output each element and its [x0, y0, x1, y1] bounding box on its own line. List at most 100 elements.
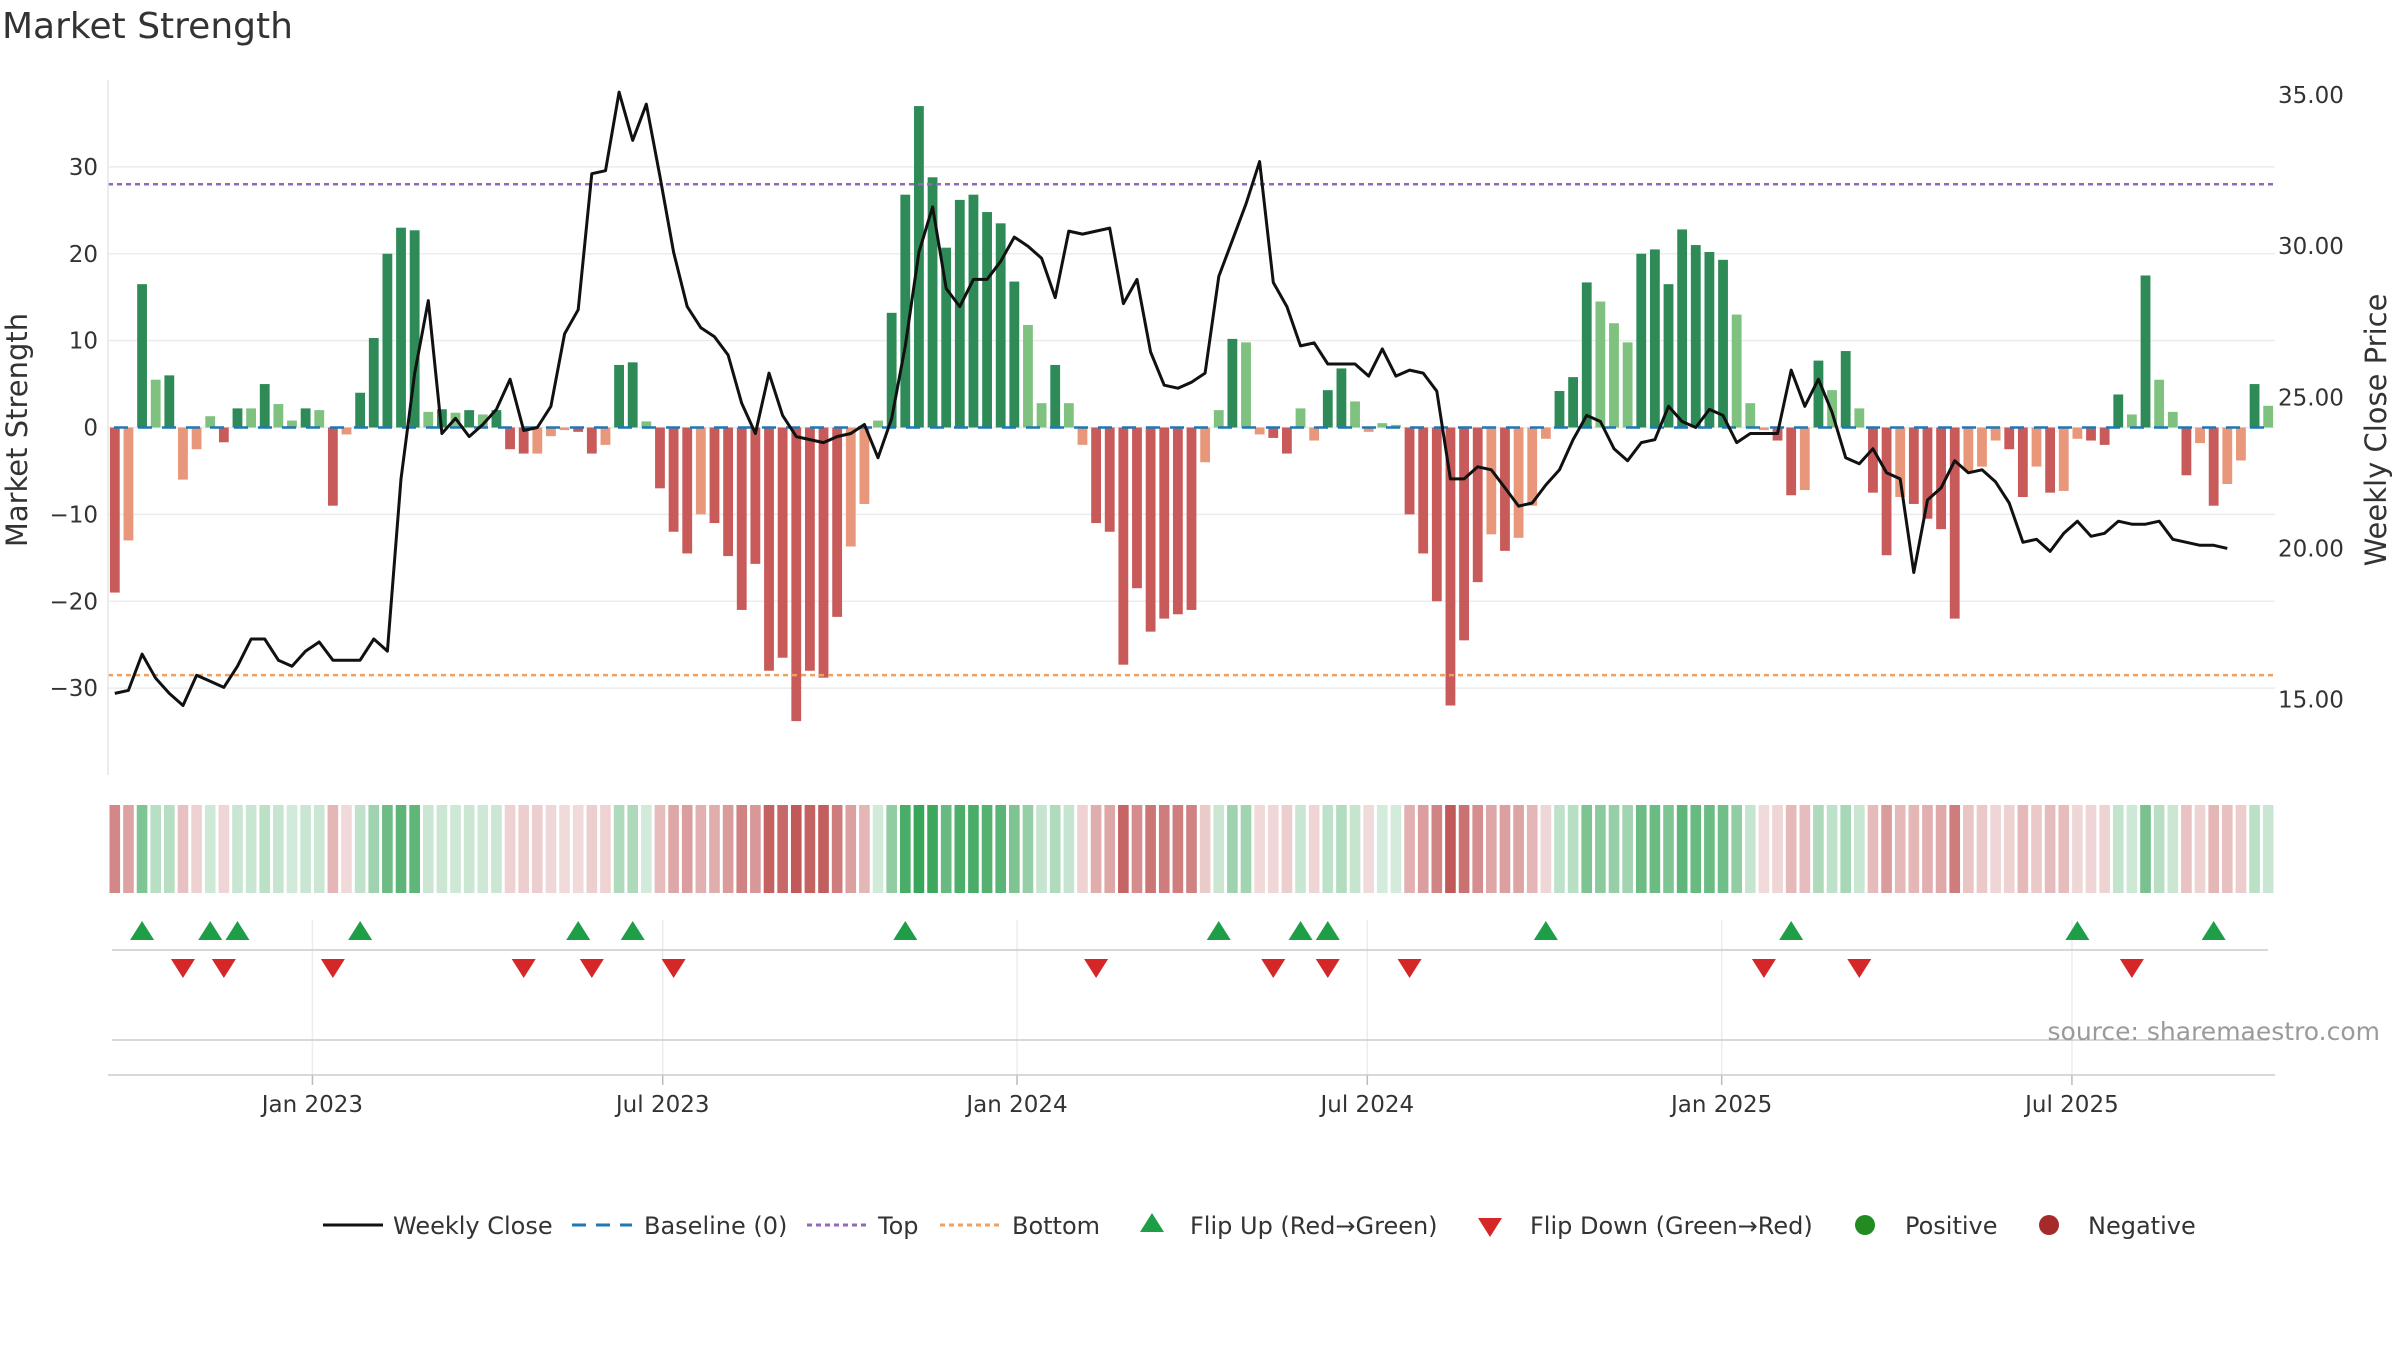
strip-cell — [2167, 805, 2179, 893]
strip-cell — [300, 805, 311, 893]
strength-bar — [1813, 360, 1824, 428]
strip-cell — [1186, 805, 1197, 893]
strength-bar — [845, 427, 856, 547]
strip-cell — [1499, 805, 1511, 893]
flip-down-marker — [661, 959, 686, 978]
x-tick-label: Jan 2025 — [1669, 1092, 1772, 1118]
strength-bar — [1745, 403, 1756, 428]
strip-cell — [1772, 805, 1783, 893]
flip-down-marker — [1751, 959, 1776, 978]
strip-cell — [790, 805, 802, 893]
strip-cell — [477, 805, 489, 893]
strength-bar — [1159, 427, 1170, 619]
strip-cell — [2153, 805, 2165, 893]
strip-cell — [409, 805, 420, 893]
strip-cell — [1894, 805, 1906, 893]
strip-cell — [436, 805, 448, 893]
strip-cell — [1881, 805, 1892, 893]
strength-bar — [1486, 427, 1497, 535]
flip-down-marker — [170, 959, 195, 978]
grid-layer — [108, 166, 2275, 1075]
strength-bar — [1881, 427, 1892, 556]
strip-cell — [504, 805, 516, 893]
strip-cell — [1704, 805, 1715, 893]
strength-bar — [655, 427, 665, 489]
strip-cell — [709, 805, 720, 893]
strip-cell — [2235, 805, 2247, 893]
strength-bar — [300, 408, 311, 428]
strength-bar — [2113, 394, 2124, 428]
strength-bar — [1200, 427, 1211, 463]
strip-cell — [1404, 805, 1415, 893]
strength-bar — [1690, 245, 1701, 428]
legend-flip-down-label: Flip Down (Green→Red) — [1530, 1212, 1813, 1240]
strength-bar — [2195, 427, 2205, 444]
strength-bar — [218, 427, 229, 443]
flip-up-marker — [1779, 921, 1804, 940]
strength-bar — [709, 427, 720, 524]
flip-down-marker — [579, 959, 604, 978]
strength-bar — [423, 411, 434, 428]
strip-cell — [2058, 805, 2070, 893]
strength-bar — [464, 410, 475, 428]
heat-strip — [109, 805, 2274, 893]
strength-bar — [137, 284, 147, 428]
strip-cell — [1417, 805, 1429, 893]
strength-bar — [1132, 427, 1142, 589]
strength-bar — [314, 410, 325, 428]
strip-cell — [1431, 805, 1443, 893]
legend-negative-label: Negative — [2088, 1212, 2196, 1240]
strength-bar — [164, 375, 175, 428]
flip-up-marker — [1315, 921, 1340, 940]
strip-cell — [1077, 805, 1088, 893]
strip-cell — [872, 805, 884, 893]
strength-bar — [873, 420, 883, 428]
strip-cell — [164, 805, 175, 893]
strength-bar — [627, 362, 638, 428]
strip-cell — [940, 805, 952, 893]
strength-bar — [1036, 403, 1047, 428]
strength-bar — [1663, 284, 1674, 428]
strip-cell — [1349, 805, 1361, 893]
strength-bar — [2167, 411, 2178, 428]
flip-up-marker — [130, 921, 155, 940]
strip-cell — [545, 805, 557, 893]
strip-cell — [2208, 805, 2219, 893]
strip-cell — [1540, 805, 1552, 893]
strip-cell — [1935, 805, 1947, 893]
strength-bar — [1568, 377, 1579, 428]
strip-cell — [2003, 805, 2015, 893]
x-tick-label: Jan 2023 — [260, 1092, 363, 1118]
strength-bar — [1295, 408, 1306, 428]
strength-bar — [1922, 427, 1933, 519]
strip-cell — [600, 805, 611, 893]
strength-bar — [614, 364, 624, 428]
strength-bar — [1241, 342, 1251, 428]
strength-bar — [1391, 424, 1401, 428]
chart-title: Market Strength — [2, 6, 293, 47]
strip-cell — [1513, 805, 1524, 893]
legend-flip-down-swatch — [1478, 1218, 1502, 1237]
strength-bar — [1336, 368, 1347, 428]
legend-positive-swatch — [1855, 1215, 1875, 1235]
strip-cell — [1949, 805, 1961, 893]
strength-bar — [764, 427, 774, 671]
strip-cell — [995, 805, 1007, 893]
strength-bar — [1963, 427, 1974, 471]
strip-cell — [654, 805, 666, 893]
strength-bar — [2263, 405, 2274, 428]
strip-cell — [450, 805, 461, 893]
strength-bar — [355, 392, 366, 428]
strength-bar — [586, 427, 597, 454]
strip-cell — [1254, 805, 1265, 893]
weekly-close-line — [114, 90, 2228, 707]
strength-bar — [1063, 403, 1074, 428]
strength-bar — [1091, 427, 1102, 524]
strength-bar — [982, 212, 992, 428]
strip-cell — [1554, 805, 1565, 893]
strength-bar — [2099, 427, 2110, 445]
strip-cell — [2112, 805, 2124, 893]
strip-cell — [627, 805, 639, 893]
strip-cell — [572, 805, 584, 893]
strip-cell — [531, 805, 543, 893]
